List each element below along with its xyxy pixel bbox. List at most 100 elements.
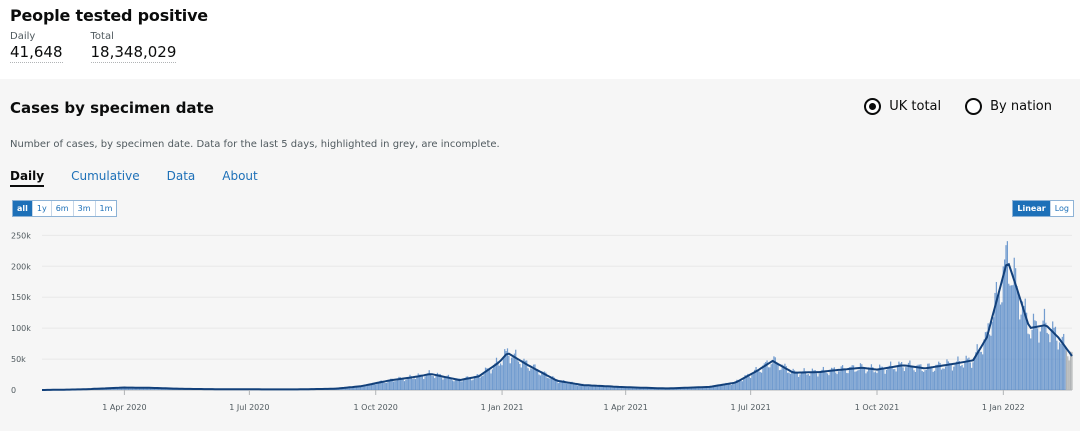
daily-cases-bar: [407, 377, 410, 390]
total-value[interactable]: 18,348,029: [90, 43, 177, 63]
tab-cumulative[interactable]: Cumulative: [71, 169, 140, 183]
radio-uk-total[interactable]: UK total: [864, 98, 941, 115]
daily-cases-bar: [933, 370, 936, 390]
daily-cases-bar: [156, 388, 158, 390]
daily-cases-bar: [592, 385, 594, 390]
daily-cases-bar: [509, 363, 511, 390]
daily-cases-bar: [516, 358, 518, 390]
daily-cases-bar: [491, 369, 494, 390]
daily-cases-bar: [379, 381, 381, 390]
daily-cases-bar: [114, 388, 116, 390]
daily-cases-bar: [429, 373, 432, 390]
daily-cases-bar: [932, 371, 934, 390]
daily-cases-bar: [468, 378, 470, 390]
radio-unselected-icon[interactable]: [965, 98, 983, 115]
daily-cases-bar: [1047, 334, 1050, 390]
daily-cases-bar: [803, 368, 805, 390]
daily-cases-bar: [612, 386, 614, 390]
daily-cases-bar: [1058, 342, 1061, 390]
daily-cases-bar: [534, 364, 536, 390]
daily-cases-bar: [1067, 356, 1069, 390]
radio-by-nation-label: By nation: [990, 99, 1052, 114]
daily-cases-bar: [451, 380, 454, 390]
daily-cases-bar: [787, 372, 789, 390]
range-all-button[interactable]: all: [13, 201, 33, 216]
radio-by-nation[interactable]: By nation: [965, 98, 1052, 115]
daily-cases-bar: [977, 350, 980, 390]
daily-cases-bar: [145, 388, 147, 390]
daily-cases-bar: [960, 366, 962, 390]
daily-cases-bar: [366, 386, 369, 390]
daily-cases-bar: [918, 364, 921, 390]
daily-cases-bar: [438, 374, 440, 390]
tab-daily[interactable]: Daily: [10, 169, 45, 187]
daily-cases-bar: [487, 368, 489, 390]
daily-cases-bar: [927, 363, 929, 390]
daily-cases-bar: [479, 377, 481, 390]
daily-cases-bar: [994, 292, 996, 390]
daily-cases-bar: [482, 375, 484, 390]
daily-cases-bar: [811, 368, 813, 390]
daily-cases-bar: [624, 387, 627, 390]
daily-cases-bar: [721, 385, 723, 390]
daily-cases-bar: [368, 384, 370, 390]
daily-cases-bar: [902, 367, 904, 390]
range-1m-button[interactable]: 1m: [99, 204, 113, 213]
daily-cases-bar: [353, 386, 355, 390]
daily-cases-bar: [1008, 283, 1010, 390]
daily-cases-bar: [127, 387, 130, 390]
daily-cases-bar: [630, 386, 632, 390]
daily-cases-bar: [478, 374, 480, 390]
daily-cases-bar: [490, 373, 492, 390]
scale-linear-button[interactable]: Linear: [1013, 201, 1051, 216]
daily-cases-bar: [391, 378, 393, 390]
daily-cases-bar: [773, 356, 775, 390]
x-tick-label: 1 Apr 2021: [603, 403, 647, 412]
daily-cases-bar: [557, 383, 559, 390]
daily-cases-bar: [1001, 302, 1003, 390]
cases-chart[interactable]: 0 50k 100k 150k 200k 250k 1 Apr 2020 1 Jul 2020…: [0, 219, 1080, 431]
daily-value[interactable]: 41,648: [10, 43, 63, 63]
daily-cases-bar: [747, 373, 749, 390]
scale-log-button[interactable]: Log: [1054, 204, 1069, 213]
daily-cases-bar: [836, 374, 838, 390]
daily-cases-bar: [763, 363, 765, 390]
daily-cases-bar: [924, 370, 926, 390]
daily-cases-bar: [590, 384, 592, 390]
y-tick-label: 150k: [11, 293, 31, 302]
daily-cases-bar: [839, 371, 841, 390]
daily-cases-bar: [781, 364, 783, 390]
daily-cases-bar: [1068, 360, 1070, 390]
daily-cases-bar: [777, 364, 779, 390]
daily-cases-bar: [1053, 327, 1055, 390]
daily-cases-bar: [447, 374, 450, 390]
daily-cases-bar: [644, 388, 646, 390]
daily-cases-bar: [597, 386, 599, 390]
daily-cases-bar: [1013, 257, 1015, 390]
daily-cases-bar: [504, 349, 506, 390]
daily-cases-bar: [469, 377, 472, 390]
daily-cases-bar: [674, 388, 676, 390]
daily-cases-bar: [814, 370, 816, 390]
range-1y-button[interactable]: 1y: [33, 201, 52, 216]
daily-cases-bar: [583, 384, 586, 390]
daily-cases-bar: [955, 361, 958, 390]
daily-cases-bar: [524, 360, 526, 390]
daily-cases-bar: [896, 365, 899, 390]
tab-data[interactable]: Data: [166, 169, 196, 183]
daily-cases-bar: [574, 383, 576, 390]
daily-cases-bar: [527, 368, 529, 390]
daily-cases-bar: [609, 386, 612, 390]
daily-cases-bar: [483, 373, 485, 390]
daily-cases-bar: [373, 384, 375, 390]
radio-selected-icon[interactable]: [864, 98, 882, 115]
daily-cases-bar: [421, 376, 423, 390]
daily-cases-bar: [879, 364, 881, 390]
daily-cases-bar: [560, 380, 562, 390]
daily-cases-bar: [118, 387, 120, 390]
tab-about[interactable]: About: [222, 169, 258, 183]
range-6m-button[interactable]: 6m: [52, 201, 74, 216]
daily-cases-bar: [501, 365, 503, 390]
range-3m-button[interactable]: 3m: [74, 201, 96, 216]
daily-cases-bar: [548, 378, 550, 390]
